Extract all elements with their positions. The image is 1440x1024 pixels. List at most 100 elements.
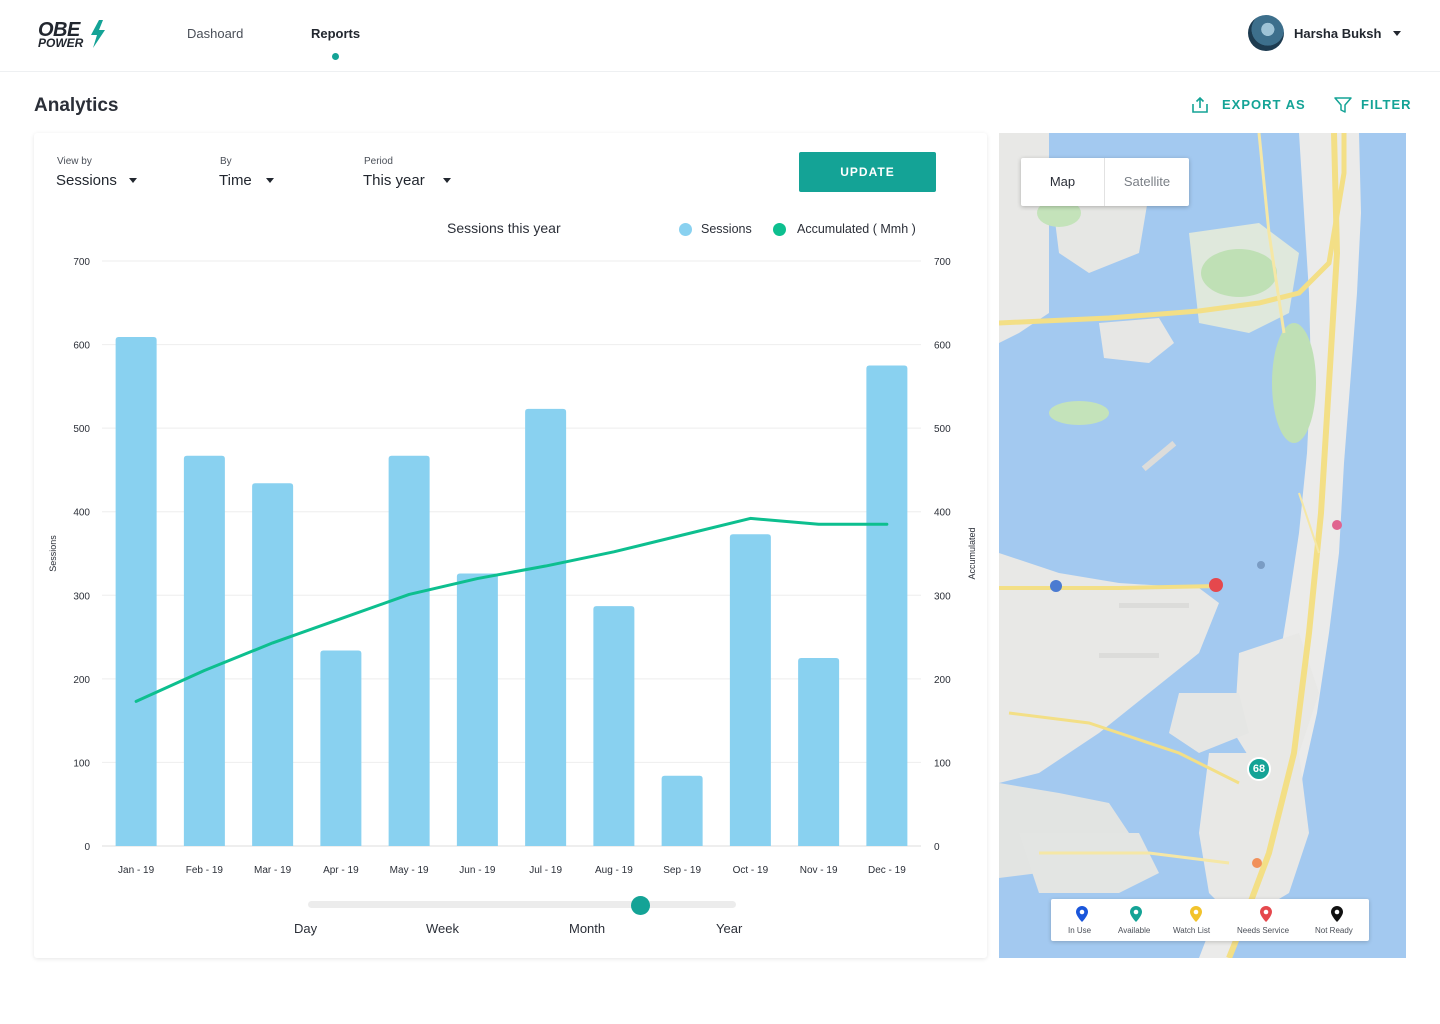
x-tick-label: Apr - 19 — [323, 865, 359, 876]
x-tick-label: Sep - 19 — [663, 865, 701, 876]
y2-axis-title: Accumulated — [967, 527, 977, 579]
map-status-legend: In Use Available Watch List Needs Servic… — [1051, 899, 1369, 941]
sessions-bar — [798, 657, 840, 846]
legend-accumulated-swatch — [773, 223, 786, 236]
y2-tick-label: 700 — [934, 257, 951, 268]
accumulated-line — [134, 516, 889, 703]
by-label: By — [220, 156, 232, 167]
legend-needs-service-label: Needs Service — [1237, 926, 1290, 935]
x-tick-label: Feb - 19 — [186, 865, 224, 876]
lightning-bolt-icon — [91, 20, 105, 48]
pin-watch-list-icon — [1190, 906, 1202, 922]
legend-sessions-label: Sessions — [701, 222, 752, 236]
legend-available-label: Available — [1118, 926, 1151, 935]
update-button[interactable]: UPDATE — [799, 152, 936, 192]
y-tick-label: 400 — [73, 508, 90, 519]
pin-in-use-icon — [1076, 906, 1088, 922]
granularity-slider-thumb[interactable] — [631, 896, 650, 915]
y-axis-title: Sessions — [48, 535, 58, 572]
station-cluster-marker[interactable]: 68 — [1247, 757, 1271, 781]
y-tick-label: 0 — [84, 842, 90, 853]
view-by-select[interactable]: Sessions — [56, 172, 117, 189]
user-menu-chevron-down-icon[interactable] — [1393, 31, 1401, 36]
y2-tick-label: 100 — [934, 758, 951, 769]
sessions-bar — [593, 606, 635, 846]
user-avatar[interactable] — [1248, 15, 1284, 51]
nav-dashboard[interactable]: Dashoard — [187, 26, 244, 41]
export-icon[interactable] — [1190, 95, 1210, 115]
sessions-bar — [252, 483, 294, 846]
y2-tick-label: 0 — [934, 842, 940, 853]
analytics-chart-card: View by Sessions By Time Period This yea… — [34, 133, 987, 958]
y2-tick-label: 300 — [934, 591, 951, 602]
y2-tick-label: 500 — [934, 424, 951, 435]
x-tick-label: Dec - 19 — [868, 865, 906, 876]
by-chevron-down-icon[interactable] — [266, 178, 274, 183]
map-view-button[interactable]: Map — [1021, 158, 1105, 206]
x-tick-label: Jul - 19 — [529, 865, 562, 876]
legend-watch-list-label: Watch List — [1173, 926, 1211, 935]
granularity-month[interactable]: Month — [569, 921, 606, 936]
legend-sessions-swatch — [679, 223, 692, 236]
sessions-bar — [661, 775, 703, 846]
y-tick-label: 100 — [73, 758, 90, 769]
x-tick-label: Mar - 19 — [254, 865, 292, 876]
sessions-bar — [388, 455, 430, 846]
sessions-bar — [866, 365, 908, 846]
legend-needs-service: Needs Service — [1227, 899, 1303, 941]
y-tick-label: 600 — [73, 341, 90, 352]
y-tick-label: 700 — [73, 257, 90, 268]
x-tick-label: Aug - 19 — [595, 865, 633, 876]
y-tick-label: 300 — [73, 591, 90, 602]
export-as-button[interactable]: EXPORT AS — [1222, 97, 1306, 112]
sessions-bar — [115, 337, 157, 846]
by-select[interactable]: Time — [219, 172, 252, 189]
nav-reports[interactable]: Reports — [311, 26, 361, 41]
user-name[interactable]: Harsha Buksh — [1294, 26, 1382, 41]
period-chevron-down-icon[interactable] — [443, 178, 451, 183]
logo-text-bottom: POWER — [38, 36, 84, 50]
active-nav-indicator — [332, 53, 339, 60]
legend-in-use: In Use — [1051, 899, 1113, 941]
legend-accumulated-label: Accumulated ( Mmh ) — [797, 222, 916, 236]
sessions-chart: 0 0 100 100 200 200 300 300 400 400 500 500 600 600 70… — [48, 257, 977, 876]
sessions-bar — [456, 573, 498, 846]
view-by-chevron-down-icon[interactable] — [129, 178, 137, 183]
y2-tick-label: 200 — [934, 675, 951, 686]
granularity-slider-track[interactable] — [308, 901, 736, 908]
pin-available-icon — [1130, 906, 1142, 922]
legend-in-use-label: In Use — [1068, 926, 1092, 935]
sessions-bar — [525, 408, 567, 846]
x-tick-label: Jan - 19 — [118, 865, 155, 876]
period-label: Period — [364, 156, 393, 167]
map-tiles[interactable] — [999, 133, 1406, 958]
logo-text-top: OBE — [38, 19, 80, 41]
sessions-bar — [183, 455, 225, 846]
y2-tick-label: 400 — [934, 508, 951, 519]
view-by-label: View by — [57, 156, 92, 167]
chart-title: Sessions this year — [447, 220, 561, 236]
filter-icon[interactable] — [1333, 95, 1353, 115]
granularity-week[interactable]: Week — [426, 921, 459, 936]
satellite-view-button[interactable]: Satellite — [1123, 174, 1171, 189]
period-select[interactable]: This year — [363, 172, 425, 189]
legend-not-ready: Not Ready — [1303, 899, 1369, 941]
x-tick-label: Nov - 19 — [800, 865, 838, 876]
sessions-bar — [320, 650, 362, 846]
legend-available: Available — [1113, 899, 1161, 941]
x-tick-label: May - 19 — [390, 865, 429, 876]
y2-tick-label: 600 — [934, 341, 951, 352]
map-type-toggle: Map Satellite — [1021, 158, 1189, 206]
filter-button[interactable]: FILTER — [1361, 97, 1412, 112]
pin-not-ready-icon — [1331, 906, 1343, 922]
granularity-year[interactable]: Year — [716, 921, 743, 936]
legend-watch-list: Watch List — [1161, 899, 1227, 941]
y-tick-label: 500 — [73, 424, 90, 435]
stations-map[interactable]: Map Satellite 68 In Use Available Watch … — [999, 133, 1406, 958]
x-tick-label: Jun - 19 — [459, 865, 496, 876]
page-title: Analytics — [34, 95, 119, 116]
obe-power-logo[interactable]: OBE POWER — [38, 20, 118, 52]
granularity-day[interactable]: Day — [294, 921, 318, 936]
sessions-bar — [729, 534, 771, 846]
y-tick-label: 200 — [73, 675, 90, 686]
